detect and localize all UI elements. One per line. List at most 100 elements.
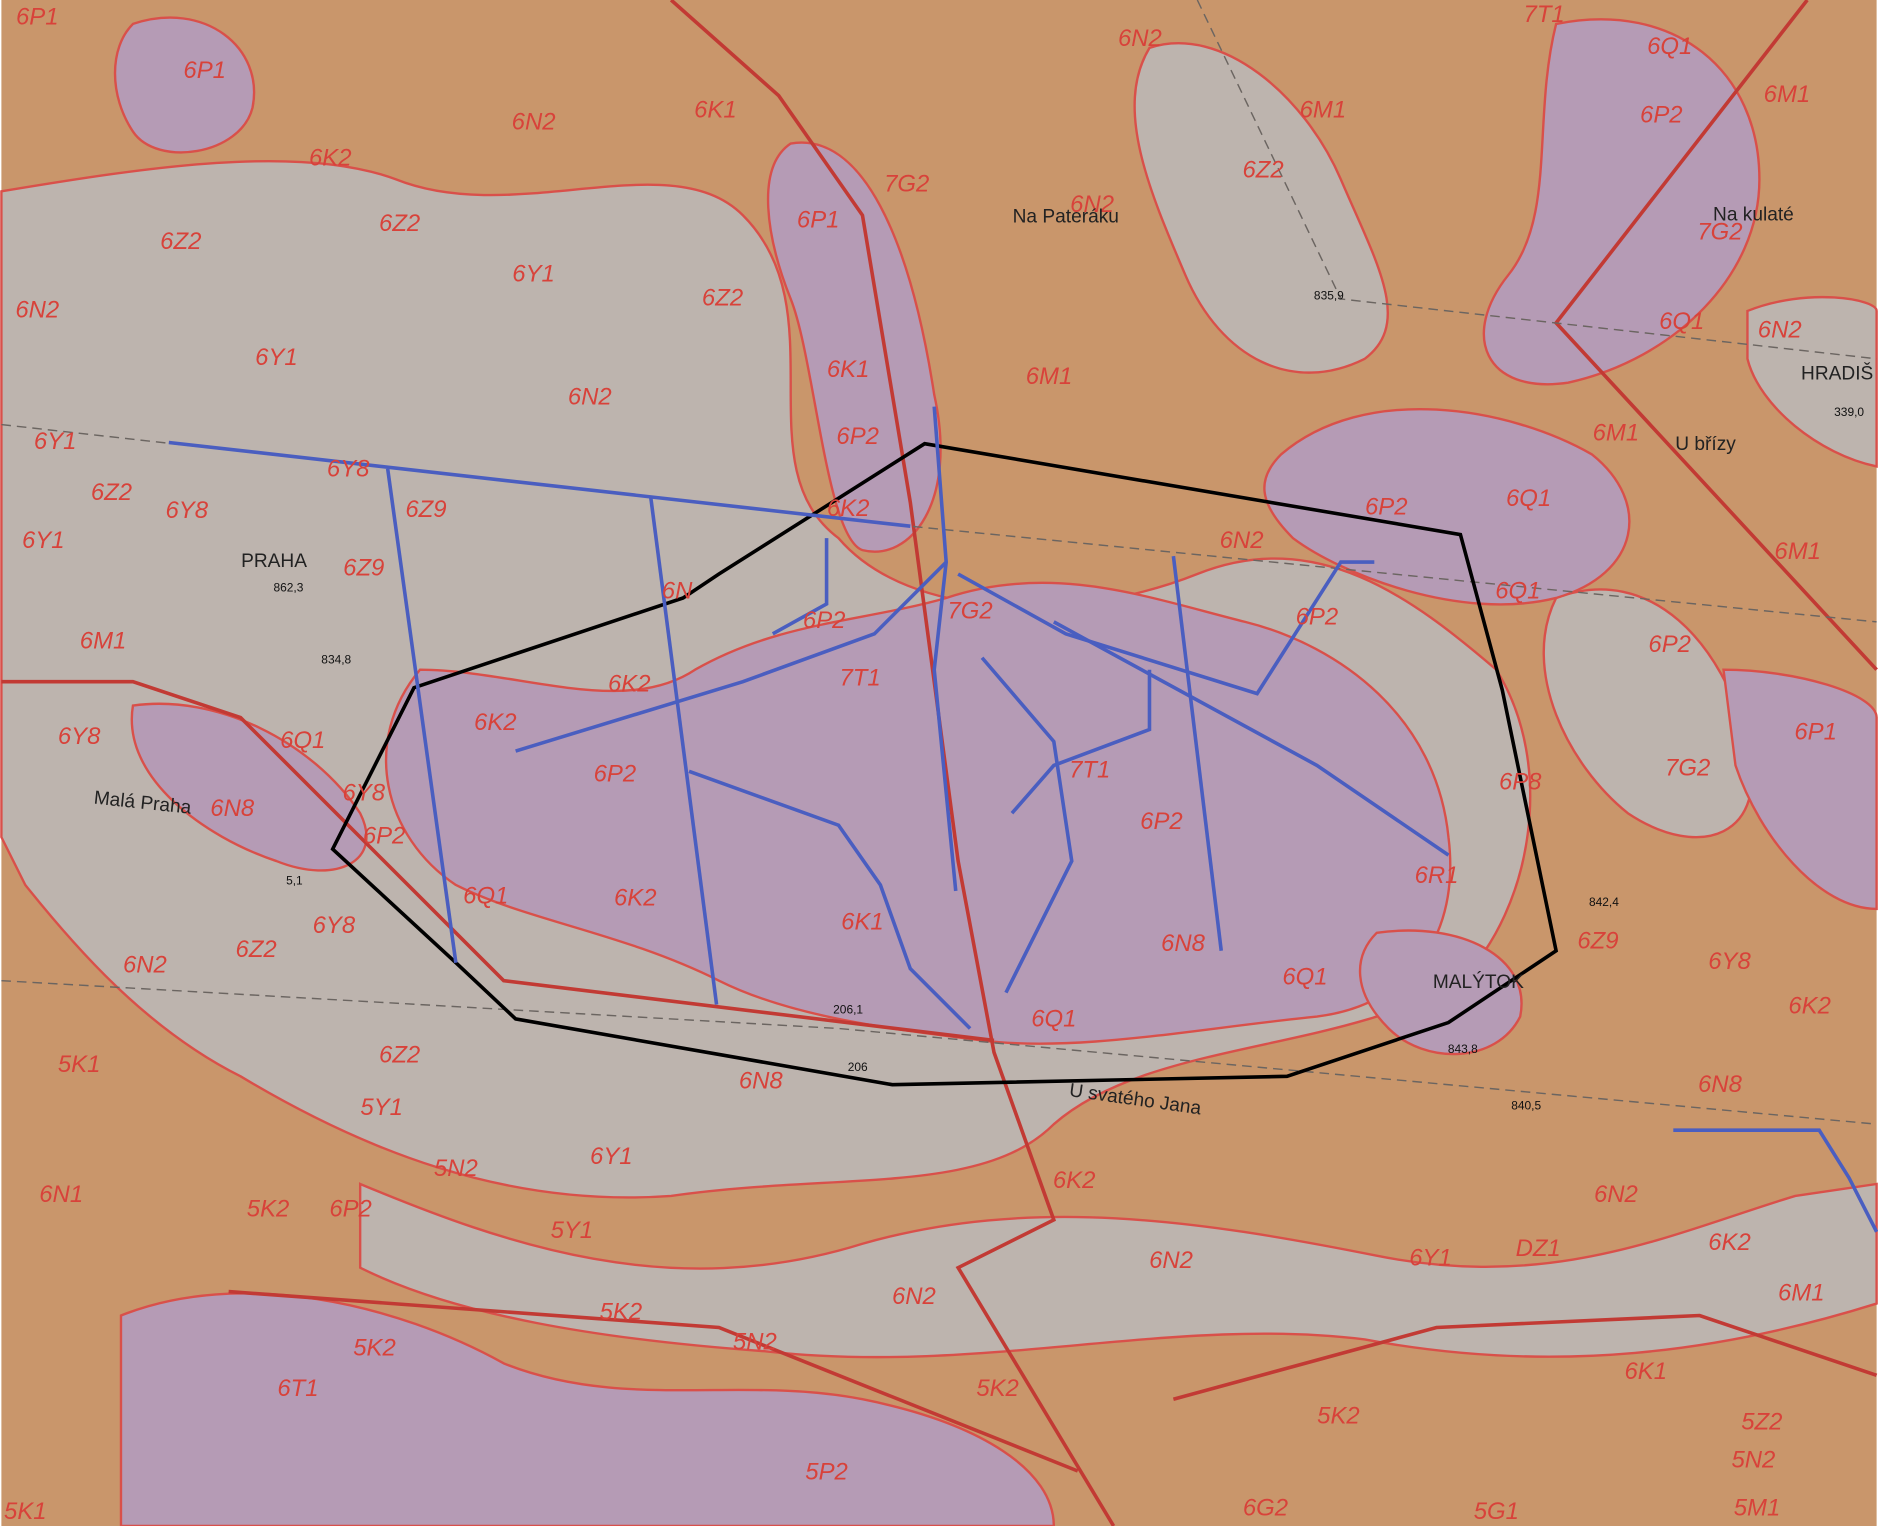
zone-label: 6P1: [183, 57, 226, 84]
zone-label: 5K1: [4, 1498, 47, 1525]
zone-label: 6K2: [1708, 1229, 1751, 1256]
drain: [1673, 1128, 1878, 1233]
zone-label: 6Z9: [343, 555, 384, 582]
zone-label: 5M1: [1734, 1495, 1781, 1522]
purple-zones: [113, 16, 1878, 1526]
place-name: HRADIŠ: [1801, 362, 1873, 384]
elevation: 842,4: [1589, 895, 1619, 909]
purple-zone: [1722, 668, 1878, 911]
drain: [1052, 620, 1450, 857]
zone-label: 6N2: [512, 108, 556, 135]
zone-label: 6Y1: [1409, 1245, 1452, 1272]
drain: [515, 560, 948, 753]
zone-label: 6Y1: [34, 428, 77, 455]
zone-label: 6P2: [1140, 808, 1183, 835]
zone-label: 5K2: [247, 1196, 290, 1223]
zone-label: 6Z9: [405, 496, 446, 523]
elevation: 843,8: [1448, 1042, 1478, 1056]
gray-zone: [1746, 296, 1878, 468]
purple-zone: [1358, 929, 1523, 1056]
zone-label: 6N2: [1149, 1247, 1193, 1274]
zone-label: 5K2: [600, 1298, 643, 1325]
zone-label: 6K2: [827, 495, 870, 522]
drain: [168, 440, 911, 528]
elevation: 834,8: [321, 652, 351, 666]
labels: 6P1 6P1 6N2 6K1 6K2 7G2 6P1 6Z2 6Z2 6Y1 6Z2 6N2 6Y1 6…: [4, 1, 1873, 1525]
drain: [688, 769, 972, 1030]
drain: [932, 406, 958, 892]
zone-label: 6Y1: [255, 344, 298, 371]
drain: [1171, 555, 1224, 951]
zone-label: 6P1: [16, 3, 59, 30]
zone-label: 5N2: [434, 1155, 478, 1182]
purple-zone: [1263, 408, 1631, 606]
place-name: U břízy: [1675, 434, 1736, 455]
zone-label: 6Q1: [1282, 964, 1327, 991]
zone-label: 6K2: [474, 709, 517, 736]
path: [1196, 0, 1877, 360]
zone-label: 6M1: [1026, 363, 1073, 390]
purple-zone: [130, 702, 368, 872]
zone-label: 5N2: [1731, 1447, 1775, 1474]
zone-label: 6N2: [123, 952, 167, 979]
zone-label: 6Q1: [280, 727, 325, 754]
zone-label: 5Y1: [360, 1094, 403, 1121]
purple-zone: [113, 16, 256, 154]
zone-label: 6P2: [803, 607, 846, 634]
zone-label: 6P2: [329, 1196, 372, 1223]
elevation: 840,5: [1511, 1098, 1541, 1112]
drain: [957, 560, 1375, 696]
zone-label: 6Z9: [1577, 928, 1618, 955]
zone-label: 6R1: [1415, 862, 1459, 889]
zone-label: 6Y1: [590, 1143, 633, 1170]
zone-label: 6P2: [1648, 631, 1691, 658]
zone-label: 6M1: [1764, 81, 1811, 108]
zone-label: 6G2: [1243, 1495, 1288, 1522]
zone-label: 6K1: [1625, 1358, 1668, 1385]
zone-label: 6K2: [1053, 1167, 1096, 1194]
zone-label: 5Y1: [551, 1217, 594, 1244]
zone-label: 6Y8: [313, 912, 356, 939]
zone-label: 6P8: [1499, 769, 1542, 796]
elevation: 206: [848, 1060, 868, 1074]
zone-label: 6Q1: [1495, 577, 1540, 604]
place-name: Na Pateráku: [1013, 207, 1119, 228]
zone-label: 6N8: [739, 1068, 784, 1095]
gray-zone: [1542, 588, 1754, 839]
zone-label: 6N2: [1070, 191, 1114, 218]
zone-label: 7T1: [839, 665, 880, 692]
zone-label: 6N2: [1758, 317, 1802, 344]
zone-label: 6Q1: [463, 882, 508, 909]
zone-label: 6Y1: [22, 527, 65, 554]
zone-label: 6Z2: [379, 210, 420, 237]
zone-label: 6P2: [1640, 101, 1683, 128]
zone-label: 5K2: [1317, 1402, 1360, 1429]
elevation: 206,1: [833, 1003, 863, 1017]
zone-label: 6K1: [694, 97, 737, 124]
zone-label: 6N2: [892, 1283, 936, 1310]
zone-label: DZ1: [1516, 1235, 1561, 1262]
road: [1, 679, 995, 1043]
zone-label: 6P2: [836, 423, 879, 450]
zone-label: 6Q1: [1659, 308, 1704, 335]
zone-label: 5K1: [58, 1051, 101, 1078]
zone-label: 6P1: [1794, 718, 1837, 745]
zone-label: 5Z2: [1741, 1408, 1782, 1435]
zone-label: 6N8: [1161, 930, 1206, 957]
zone-label: 6N1: [39, 1181, 83, 1208]
zone-label: 7G2: [1665, 754, 1710, 781]
zone-label: 6T1: [277, 1375, 318, 1402]
zone-label: 6K2: [1788, 992, 1831, 1019]
road: [669, 0, 1116, 1526]
zone-label: 6Z2: [702, 284, 743, 311]
zone-label: 6P2: [1296, 604, 1339, 631]
zone-label: 6M1: [1774, 538, 1821, 565]
elevation: 5,1: [286, 874, 303, 888]
zone-label: 6Q1: [1506, 485, 1551, 512]
zone-label: 7G2: [948, 598, 993, 625]
zone-label: 6P2: [363, 822, 406, 849]
zone-label: 6K2: [608, 671, 651, 698]
zone-label: 6M1: [1300, 97, 1347, 124]
zone-label: 6M1: [80, 628, 127, 655]
